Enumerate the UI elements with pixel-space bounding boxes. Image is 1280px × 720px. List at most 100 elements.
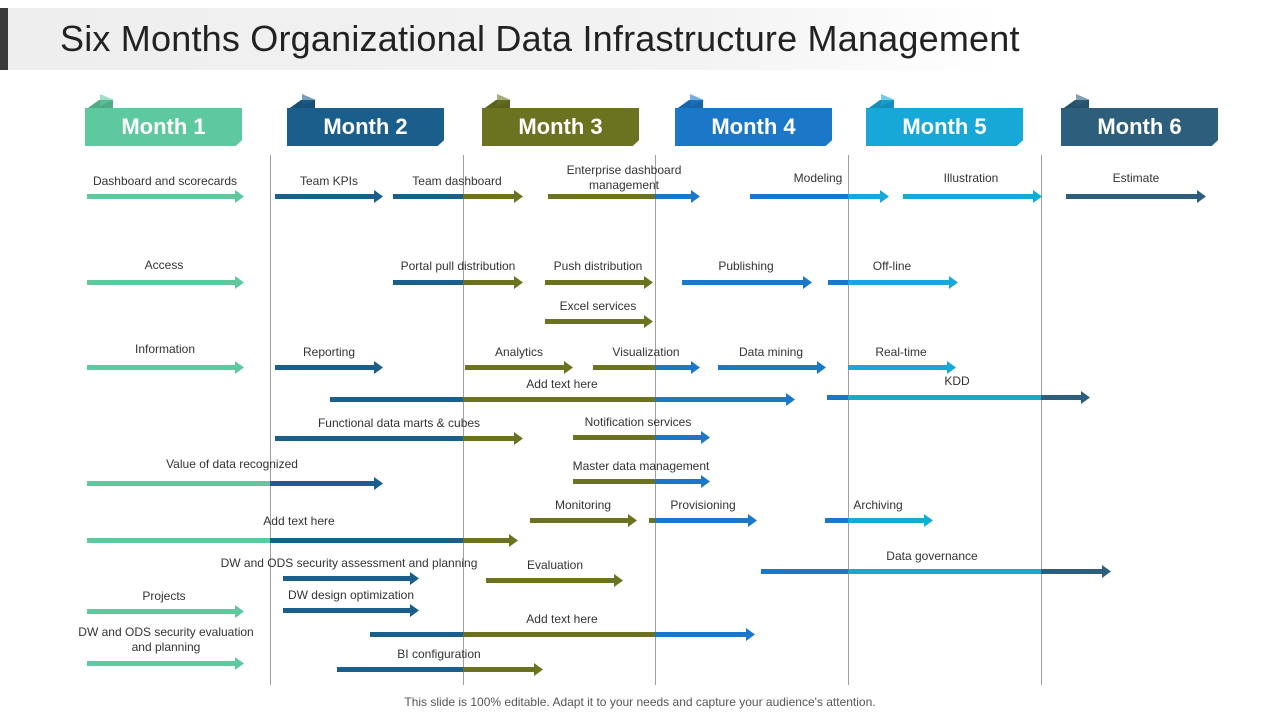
task-label: Provisioning <box>670 498 736 512</box>
task-arrow <box>275 361 383 374</box>
arrow-head-icon <box>534 663 543 676</box>
task-arrow-segment <box>463 436 515 441</box>
task-label: Data governance <box>886 549 978 563</box>
task-arrow-segment <box>270 481 375 486</box>
task-arrow <box>337 663 543 676</box>
month-divider <box>848 155 849 685</box>
task-arrow-segment <box>593 365 655 370</box>
task-label: Off-line <box>872 259 912 273</box>
arrow-head-icon <box>235 276 244 289</box>
task-arrow-segment <box>1041 569 1103 574</box>
task-arrow-segment <box>463 538 510 543</box>
task-arrow-segment <box>848 365 948 370</box>
task-arrow-segment <box>1066 194 1198 199</box>
task-arrow <box>283 572 419 585</box>
arrow-head-icon <box>691 361 700 374</box>
arrow-head-icon <box>748 514 757 527</box>
task-arrow-segment <box>655 194 692 199</box>
task-arrow <box>87 190 244 203</box>
task-arrow-segment <box>825 518 848 523</box>
task-arrow-segment <box>649 518 655 523</box>
task-arrow-segment <box>283 608 411 613</box>
month-label: Month 1 <box>85 108 242 146</box>
task-arrow <box>87 361 244 374</box>
month-label: Month 3 <box>482 108 639 146</box>
task-arrow-segment <box>828 280 848 285</box>
task-arrow <box>87 605 244 618</box>
arrow-head-icon <box>1197 190 1206 203</box>
task-label: Add text here <box>526 377 598 391</box>
arrow-head-icon <box>746 628 755 641</box>
arrow-head-icon <box>235 190 244 203</box>
task-arrow-segment <box>848 280 950 285</box>
task-arrow <box>87 534 518 547</box>
task-arrow <box>573 475 710 488</box>
task-label: Value of data recognized <box>166 457 298 471</box>
task-arrow-segment <box>827 395 848 400</box>
month-header-2: Month 2 <box>287 94 444 150</box>
arrow-head-icon <box>817 361 826 374</box>
arrow-head-icon <box>410 604 419 617</box>
task-arrow <box>545 315 653 328</box>
month-flag-stem <box>85 100 113 110</box>
task-arrow-segment <box>486 578 615 583</box>
month-flag-stem <box>866 100 894 110</box>
month-divider <box>1041 155 1042 685</box>
arrow-head-icon <box>235 605 244 618</box>
task-label: Team dashboard <box>412 174 502 188</box>
task-arrow <box>370 628 755 641</box>
task-arrow-segment <box>463 397 655 402</box>
task-arrow-segment <box>270 538 463 543</box>
task-arrow-segment <box>848 194 881 199</box>
task-arrow-segment <box>655 435 702 440</box>
month-label: Month 4 <box>675 108 832 146</box>
task-arrow-segment <box>87 194 236 199</box>
task-arrow-segment <box>275 365 375 370</box>
arrow-head-icon <box>514 276 523 289</box>
task-arrow-segment <box>655 365 692 370</box>
month-divider <box>655 155 656 685</box>
task-arrow <box>593 361 700 374</box>
task-arrow-segment <box>750 194 848 199</box>
arrow-head-icon <box>1033 190 1042 203</box>
arrow-head-icon <box>947 361 956 374</box>
month-flag-stem <box>287 100 315 110</box>
arrow-head-icon <box>374 190 383 203</box>
task-arrow <box>718 361 826 374</box>
month-flag-stem <box>482 100 510 110</box>
task-arrow <box>393 276 523 289</box>
task-label: Master data management <box>572 459 710 473</box>
arrow-head-icon <box>701 475 710 488</box>
task-arrow-segment <box>87 661 236 666</box>
task-arrow-segment <box>545 319 645 324</box>
task-arrow <box>825 514 933 527</box>
month-header-5: Month 5 <box>866 94 1023 150</box>
task-arrow-segment <box>848 395 1041 400</box>
task-arrow <box>275 190 383 203</box>
task-arrow <box>330 393 795 406</box>
month-label: Month 2 <box>287 108 444 146</box>
arrow-head-icon <box>691 190 700 203</box>
month-flag-stem <box>675 100 703 110</box>
page-title: Six Months Organizational Data Infrastru… <box>60 18 1020 59</box>
task-arrow <box>828 276 958 289</box>
task-arrow <box>530 514 637 527</box>
arrow-head-icon <box>514 432 523 445</box>
arrow-head-icon <box>509 534 518 547</box>
task-arrow-segment <box>545 280 645 285</box>
task-label: Illustration <box>943 171 999 185</box>
arrow-head-icon <box>235 361 244 374</box>
task-label: Monitoring <box>554 498 612 512</box>
task-arrow <box>548 190 700 203</box>
arrow-head-icon <box>1102 565 1111 578</box>
task-arrow-segment <box>573 435 655 440</box>
task-arrow <box>1066 190 1206 203</box>
arrow-head-icon <box>880 190 889 203</box>
task-arrow-segment <box>275 194 375 199</box>
task-arrow-segment <box>848 569 1041 574</box>
arrow-head-icon <box>803 276 812 289</box>
task-label: Push distribution <box>553 259 643 273</box>
task-label: Notification services <box>584 415 692 429</box>
task-arrow-segment <box>330 397 463 402</box>
task-label: Data mining <box>738 345 804 359</box>
